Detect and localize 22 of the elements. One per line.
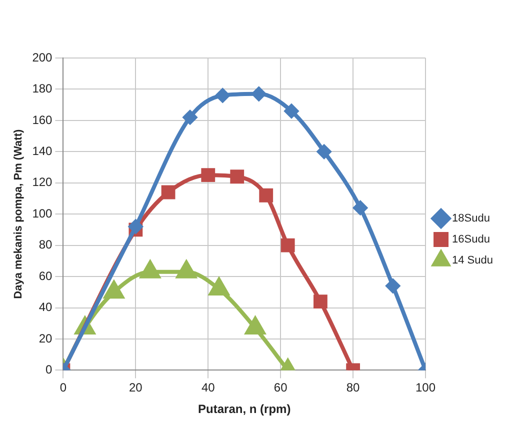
y-axis-title: Daya mekanis pompa, Pm (Watt)	[12, 129, 25, 299]
x-tick-label: 60	[274, 380, 288, 395]
legend-label: 18Sudu	[452, 212, 490, 225]
legend-label: 14 Sudu	[452, 254, 494, 267]
x-tick-label: 20	[129, 380, 143, 395]
y-tick-label: 120	[32, 175, 53, 190]
y-tick-label: 140	[32, 144, 53, 158]
y-tick-label: 200	[32, 50, 53, 64]
y-tick-label: 180	[32, 82, 53, 96]
y-tick-label: 80	[38, 238, 53, 252]
x-tick-label: 0	[60, 380, 67, 395]
legend-label: 16Sudu	[452, 234, 490, 246]
y-tick-label: 0	[46, 362, 53, 377]
x-tick-label: 80	[346, 380, 360, 395]
x-tick-label: 40	[201, 380, 216, 395]
y-tick-label: 40	[38, 300, 53, 314]
x-tick-label: 100	[416, 380, 436, 395]
y-tick-label: 20	[38, 331, 53, 346]
y-tick-label: 100	[32, 206, 53, 220]
y-tick-label: 60	[38, 268, 53, 283]
y-tick-label: 160	[32, 112, 53, 127]
x-axis-title: Putaran, n (rpm)	[198, 402, 291, 416]
